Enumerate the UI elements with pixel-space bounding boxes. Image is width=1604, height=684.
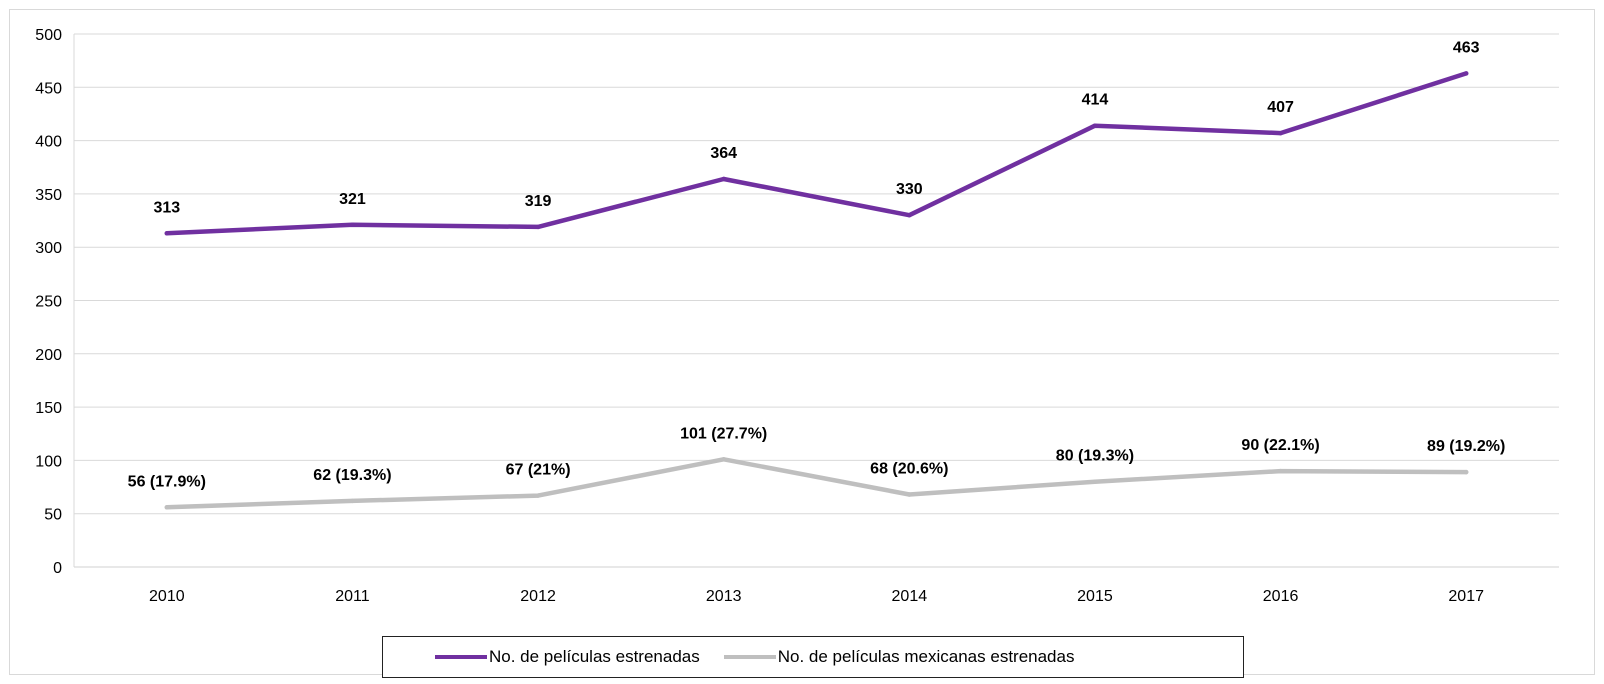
- data-point: [907, 213, 912, 218]
- y-tick-label: 400: [35, 134, 62, 151]
- data-label: 313: [153, 199, 180, 216]
- data-label: 321: [339, 191, 366, 208]
- x-tick-label: 2014: [892, 588, 928, 605]
- x-tick-label: 2011: [335, 588, 370, 605]
- data-label: 319: [525, 193, 552, 210]
- legend-swatch-mexican: [723, 655, 776, 659]
- data-point: [164, 505, 170, 510]
- data-label: 68 (20.6%): [870, 461, 948, 478]
- y-tick-label: 300: [35, 240, 62, 257]
- data-label: 67 (21%): [506, 462, 571, 479]
- x-tick-label: 2017: [1448, 588, 1484, 605]
- x-tick-label: 2015: [1077, 588, 1113, 605]
- data-point: [350, 498, 355, 504]
- legend-label-mexican: No. de películas mexicanas estrenadas: [777, 647, 1075, 666]
- data-label: 364: [710, 145, 737, 162]
- data-label: 80 (19.3%): [1056, 448, 1134, 465]
- data-label: 89 (19.2%): [1427, 438, 1505, 455]
- data-point: [1463, 71, 1469, 76]
- gridlines: [73, 33, 1559, 568]
- chart-frame: [9, 9, 1595, 675]
- data-label: 56 (17.9%): [128, 473, 206, 490]
- y-tick-label: 0: [53, 560, 62, 577]
- data-point: [164, 231, 170, 236]
- data-point: [1092, 479, 1098, 484]
- legend-label-total: No. de películas estrenadas: [489, 647, 700, 666]
- data-point: [535, 224, 541, 230]
- data-label: 90 (22.1%): [1241, 437, 1319, 454]
- x-axis: 2010 2011 2012 2013 2014 2015 2016 2017: [149, 588, 1484, 605]
- data-point: [721, 176, 726, 182]
- x-tick-label: 2016: [1263, 588, 1299, 605]
- legend-item-total: No. de películas estrenadas: [435, 647, 700, 667]
- data-point: [1278, 130, 1283, 136]
- data-label: 414: [1082, 92, 1109, 109]
- legend-item-mexican: No. de películas mexicanas estrenadas: [723, 647, 1075, 667]
- y-tick-label: 450: [35, 80, 62, 97]
- data-label: 463: [1453, 39, 1480, 56]
- y-axis: 0 50 100 150 200 250 300 350 400 450 500: [35, 27, 62, 577]
- y-tick-label: 50: [44, 507, 62, 524]
- data-point: [721, 457, 726, 462]
- data-label: 330: [896, 181, 923, 198]
- series-line-total: [164, 71, 1469, 236]
- y-tick-label: 200: [35, 347, 62, 364]
- data-label: 101 (27.7%): [680, 425, 767, 442]
- data-point: [1463, 469, 1469, 475]
- data-label: 62 (19.3%): [313, 467, 391, 484]
- x-tick-label: 2012: [520, 588, 556, 605]
- y-tick-label: 500: [35, 27, 62, 44]
- data-label: 407: [1267, 99, 1294, 116]
- series-line-mexican: [164, 457, 1469, 510]
- legend-swatch-total: [435, 655, 487, 659]
- y-tick-label: 100: [35, 453, 62, 470]
- data-point: [350, 222, 355, 228]
- y-tick-label: 350: [35, 187, 62, 204]
- data-point: [1278, 468, 1283, 474]
- x-tick-label: 2010: [149, 588, 185, 605]
- data-point: [535, 493, 541, 498]
- data-labels: 313 321 319 364 330 414 407 463 56 (17.9%) 62 (19…: [128, 39, 1506, 490]
- x-tick-label: 2013: [706, 588, 742, 605]
- series-lines: [164, 71, 1469, 510]
- data-point: [1092, 123, 1098, 128]
- legend: No. de películas estrenadas No. de pelíc…: [382, 636, 1244, 678]
- y-tick-label: 250: [35, 294, 62, 311]
- data-point: [907, 492, 912, 497]
- y-tick-label: 150: [35, 400, 62, 417]
